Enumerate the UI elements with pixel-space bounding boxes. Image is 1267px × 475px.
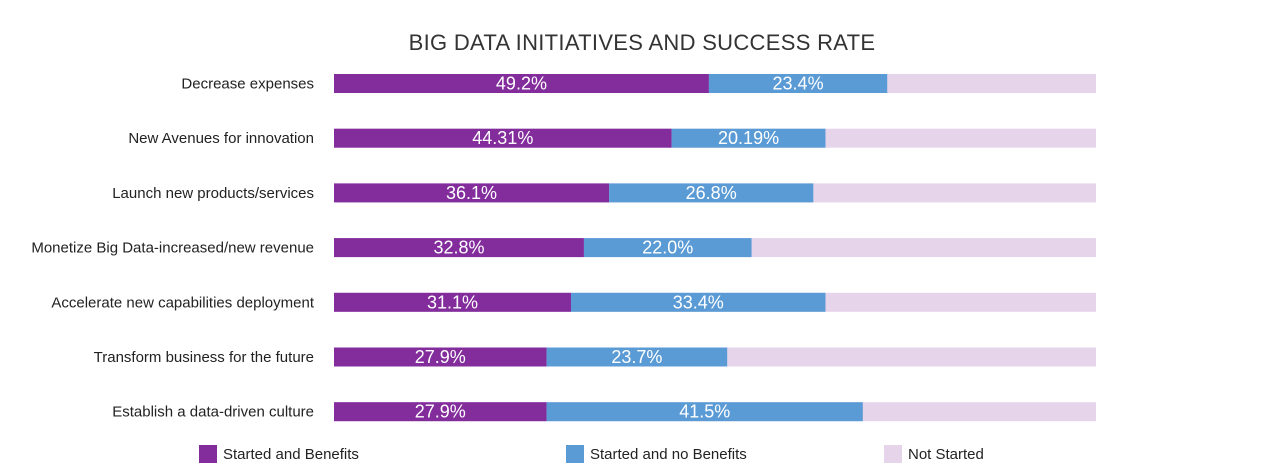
- category-label: New Avenues for innovation: [128, 130, 314, 147]
- legend-label: Started and Benefits: [223, 445, 359, 463]
- bar-started-and-benefits: [334, 183, 610, 203]
- category-label: Monetize Big Data-increased/new revenue: [31, 240, 314, 257]
- data-label: 41.5%: [679, 402, 730, 422]
- bar-started-no-benefits: [708, 74, 888, 93]
- data-label: 22.0%: [642, 238, 693, 258]
- category-label: Accelerate new capabilities deployment: [51, 294, 314, 311]
- bar-started-no-benefits: [609, 183, 814, 203]
- legend-item-started-and-benefits: Started and Benefits: [199, 445, 359, 463]
- bar-started-and-benefits: [334, 347, 547, 367]
- data-label: 36.1%: [446, 183, 497, 203]
- bar-started-no-benefits: [546, 347, 728, 367]
- legend-item-not-started: Not Started: [884, 445, 984, 463]
- legend-label: Started and no Benefits: [590, 445, 747, 463]
- data-label: 27.9%: [415, 347, 466, 367]
- bar-started-no-benefits: [546, 402, 863, 422]
- legend-label: Not Started: [908, 445, 984, 463]
- data-label: 44.31%: [472, 128, 533, 148]
- bar-started-and-benefits: [334, 128, 672, 148]
- category-label: Decrease expenses: [181, 76, 314, 93]
- data-label: 49.2%: [496, 74, 547, 94]
- legend-swatch: [884, 445, 902, 463]
- bar-started-and-benefits: [334, 74, 709, 93]
- data-label: 26.8%: [686, 183, 737, 203]
- bar-started-and-benefits: [334, 292, 571, 312]
- data-label: 27.9%: [415, 402, 466, 422]
- data-label: 31.1%: [427, 292, 478, 312]
- data-label: 32.8%: [433, 238, 484, 258]
- bar-started-no-benefits: [570, 292, 826, 312]
- category-label: Transform business for the future: [94, 349, 314, 366]
- bar-started-no-benefits: [671, 128, 826, 148]
- category-label: Launch new products/services: [112, 185, 314, 202]
- legend-swatch: [199, 445, 217, 463]
- legend-item-started-no-benefits: Started and no Benefits: [566, 445, 747, 463]
- bar-started-and-benefits: [334, 402, 547, 422]
- bar-started-no-benefits: [583, 238, 752, 258]
- chart-title: BIG DATA INITIATIVES AND SUCCESS RATE: [408, 30, 876, 55]
- data-label: 20.19%: [718, 128, 779, 148]
- bar-started-and-benefits: [334, 238, 584, 258]
- data-label: 23.4%: [773, 74, 824, 94]
- data-label: 23.7%: [611, 347, 662, 367]
- category-label: Establish a data-driven culture: [112, 404, 314, 421]
- legend-swatch: [566, 445, 584, 463]
- data-label: 33.4%: [673, 292, 724, 312]
